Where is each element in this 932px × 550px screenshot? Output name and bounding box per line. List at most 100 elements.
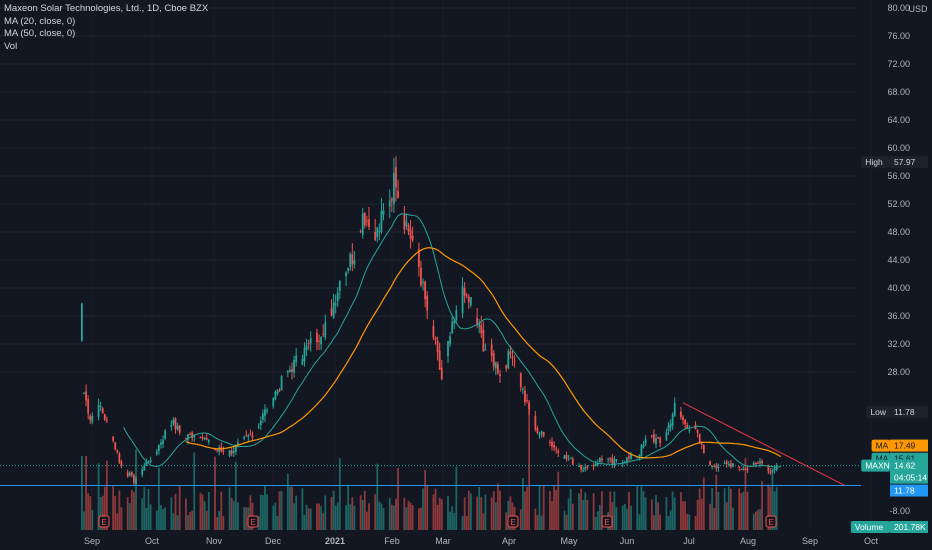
volume-bar: [700, 498, 703, 530]
volume-bar: [549, 491, 551, 530]
candle-body: [732, 463, 734, 467]
volume-bar: [447, 496, 449, 530]
volume-bar: [145, 507, 148, 530]
legend-volume[interactable]: Vol: [4, 40, 18, 52]
candle-body: [191, 432, 194, 438]
time-tick-label: Sep: [802, 536, 818, 546]
candle-body: [349, 253, 352, 267]
candle-body: [380, 211, 383, 232]
time-tick-label: Mar: [435, 536, 451, 546]
candle-body: [382, 210, 385, 215]
candle-body: [773, 468, 776, 471]
candle-body: [536, 428, 539, 433]
candle-body: [526, 400, 528, 402]
candle-body: [680, 411, 682, 418]
drawings[interactable]: [0, 402, 861, 487]
volume-bar: [499, 490, 501, 530]
candle-body: [155, 451, 158, 454]
candle-body: [147, 461, 150, 463]
earnings-icon[interactable]: E: [98, 515, 110, 528]
volume-tag-value-bg: [890, 521, 928, 533]
volume-bar: [257, 516, 260, 530]
volume-bar: [657, 502, 659, 530]
candle-body: [469, 297, 472, 306]
legend-title[interactable]: Maxeon Solar Technologies, Ltd., 1D, Cbo…: [4, 3, 209, 14]
volume-bar: [220, 491, 223, 530]
volume-bar: [338, 458, 341, 530]
volume-bar: [476, 496, 479, 530]
candle-body: [105, 419, 108, 421]
candle-body: [551, 441, 553, 447]
candle-body: [170, 425, 173, 427]
candle-body: [609, 458, 612, 460]
candle-body: [201, 437, 204, 439]
volume-bar: [349, 504, 352, 530]
candle-body: [116, 450, 119, 453]
earnings-icon[interactable]: E: [601, 515, 613, 528]
candle-body: [216, 449, 219, 451]
volume-bar: [193, 452, 196, 530]
candle-body: [528, 402, 531, 410]
volume-bar: [630, 505, 632, 530]
legend-ma20[interactable]: MA (20, close, 0): [4, 15, 76, 27]
volume-bar: [301, 488, 304, 530]
candle-body: [467, 296, 470, 303]
candle-body: [259, 420, 262, 426]
price-tick-label: 76.00: [887, 31, 910, 41]
candle-body: [126, 472, 129, 477]
volume-bar: [97, 463, 100, 530]
volume-bar: [114, 495, 117, 530]
candle-body: [738, 466, 741, 468]
legend-ma50[interactable]: MA (50, close, 0): [4, 28, 76, 39]
candle-body: [345, 272, 347, 277]
volume-tag-label: Volume: [855, 522, 884, 532]
volume-bar: [230, 498, 233, 530]
last-price-tag-value-bg: [890, 459, 928, 484]
earnings-icon[interactable]: E: [765, 515, 777, 528]
volume-bar: [189, 512, 191, 530]
candle-body: [476, 317, 479, 324]
ma50-tag-value-bg: [890, 439, 928, 452]
candle-body: [87, 399, 90, 414]
candle-body: [713, 465, 716, 467]
candle-body: [586, 466, 589, 468]
candle-body: [567, 459, 570, 461]
volume-bar: [266, 494, 268, 530]
volume-bar: [81, 455, 83, 530]
candle-body: [744, 468, 747, 470]
earnings-icon[interactable]: E: [507, 515, 519, 528]
candle-body: [771, 470, 774, 472]
earnings-icon-letter: E: [604, 518, 609, 527]
earnings-icon[interactable]: E: [247, 515, 259, 528]
volume-bar: [732, 507, 734, 530]
candle-body: [426, 295, 429, 311]
candle-body: [189, 433, 191, 435]
candle-body: [143, 465, 146, 471]
volume-bar: [376, 463, 379, 530]
candle-body: [99, 405, 102, 407]
volume-bar: [449, 511, 451, 530]
volume-bar: [133, 492, 135, 530]
volume-bar: [469, 493, 472, 530]
volume-bar: [85, 455, 87, 530]
volume-bar: [378, 501, 381, 530]
candle-body: [709, 461, 711, 465]
downtrend-line[interactable]: [682, 402, 846, 486]
candle-body: [505, 364, 508, 369]
earnings-icon-frame: [601, 515, 613, 528]
volume-bar: [482, 513, 485, 530]
volume-bar: [636, 485, 639, 530]
volume-bar: [222, 515, 225, 530]
candle-body: [463, 288, 466, 296]
volume-bar: [116, 513, 119, 530]
volume-bar: [157, 467, 160, 530]
high-tag-value: 57.97: [894, 157, 916, 167]
candle-body: [237, 442, 239, 446]
volume-bar: [128, 503, 131, 530]
candle-body: [509, 351, 512, 355]
volume-bar: [671, 491, 674, 530]
candle-body: [549, 441, 551, 443]
volume-bar: [91, 509, 94, 530]
